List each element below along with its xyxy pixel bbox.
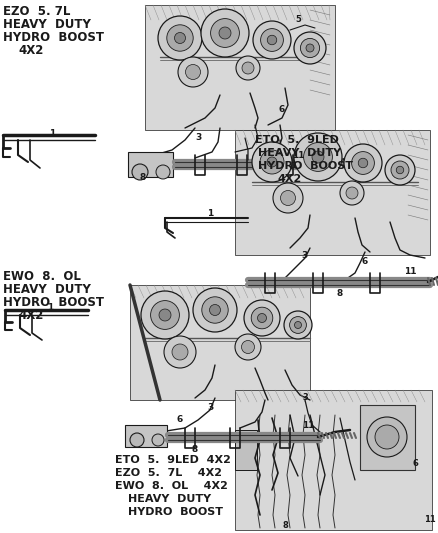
- Circle shape: [385, 155, 415, 185]
- Circle shape: [312, 151, 324, 163]
- Circle shape: [219, 27, 231, 39]
- Circle shape: [284, 311, 312, 339]
- Text: ETO  5.  9LED  4X2: ETO 5. 9LED 4X2: [115, 455, 231, 465]
- Circle shape: [151, 301, 180, 329]
- Bar: [360, 405, 415, 470]
- Bar: [125, 425, 167, 447]
- Text: 6: 6: [279, 106, 285, 115]
- Circle shape: [375, 425, 399, 449]
- Circle shape: [273, 183, 303, 213]
- Text: 3: 3: [195, 133, 201, 141]
- Text: HYDRO  BOOST: HYDRO BOOST: [3, 296, 104, 309]
- Circle shape: [130, 433, 144, 447]
- Circle shape: [159, 309, 171, 321]
- Circle shape: [152, 434, 164, 446]
- Text: EZO  5.  7L    4X2: EZO 5. 7L 4X2: [115, 468, 222, 478]
- Text: HYDRO  BOOST: HYDRO BOOST: [258, 161, 353, 171]
- Circle shape: [236, 56, 260, 80]
- Circle shape: [304, 143, 332, 172]
- Text: HEAVY  DUTY: HEAVY DUTY: [3, 283, 91, 296]
- Text: 3: 3: [302, 251, 308, 260]
- Circle shape: [358, 158, 368, 168]
- Bar: [235, 130, 430, 255]
- Circle shape: [294, 321, 301, 328]
- Text: HEAVY  DUTY: HEAVY DUTY: [3, 18, 91, 31]
- Text: 8: 8: [192, 446, 198, 455]
- Text: HYDRO  BOOST: HYDRO BOOST: [3, 31, 104, 44]
- Text: 8: 8: [337, 288, 343, 297]
- Bar: [128, 152, 173, 177]
- Text: HEAVY  DUTY: HEAVY DUTY: [128, 494, 211, 504]
- Circle shape: [267, 157, 277, 167]
- Text: HEAVY  DUTY: HEAVY DUTY: [258, 148, 341, 158]
- Text: 3: 3: [207, 403, 213, 413]
- Text: 1: 1: [49, 128, 55, 138]
- Circle shape: [294, 133, 342, 181]
- Circle shape: [202, 297, 228, 323]
- Text: 8: 8: [282, 521, 288, 529]
- Text: 4X2: 4X2: [18, 44, 43, 57]
- Text: 1: 1: [47, 303, 53, 312]
- Circle shape: [209, 304, 220, 316]
- Circle shape: [294, 32, 326, 64]
- Text: 4X2: 4X2: [278, 174, 302, 184]
- Text: 5: 5: [295, 15, 301, 25]
- Circle shape: [346, 187, 358, 199]
- Bar: [130, 285, 310, 400]
- Text: 3: 3: [302, 393, 308, 402]
- Circle shape: [174, 33, 186, 44]
- Circle shape: [244, 300, 280, 336]
- Text: EWO  8.  OL    4X2: EWO 8. OL 4X2: [115, 481, 228, 491]
- Circle shape: [141, 291, 189, 339]
- Circle shape: [167, 25, 193, 51]
- Text: 11: 11: [292, 150, 304, 159]
- Circle shape: [251, 307, 273, 329]
- Circle shape: [253, 21, 291, 59]
- Circle shape: [235, 334, 261, 360]
- Circle shape: [211, 19, 240, 47]
- Text: 11: 11: [302, 421, 314, 430]
- Circle shape: [172, 344, 188, 360]
- Text: ETO  5.  9LED: ETO 5. 9LED: [255, 135, 339, 145]
- Circle shape: [252, 142, 292, 182]
- Bar: [145, 5, 335, 130]
- Circle shape: [280, 190, 296, 206]
- Circle shape: [156, 165, 170, 179]
- Text: 1: 1: [207, 208, 213, 217]
- Text: 6: 6: [177, 416, 183, 424]
- Bar: [235, 430, 257, 470]
- Circle shape: [242, 62, 254, 74]
- Circle shape: [352, 151, 374, 174]
- Text: 4X2: 4X2: [18, 309, 43, 322]
- Text: 11: 11: [404, 268, 416, 277]
- Circle shape: [193, 288, 237, 332]
- Text: 11: 11: [424, 515, 436, 524]
- Circle shape: [367, 417, 407, 457]
- Circle shape: [261, 29, 283, 51]
- Circle shape: [344, 144, 382, 182]
- Circle shape: [267, 35, 277, 45]
- Circle shape: [186, 64, 201, 79]
- Circle shape: [306, 44, 314, 52]
- Text: EWO  8.  OL: EWO 8. OL: [3, 270, 81, 283]
- Text: HYDRO  BOOST: HYDRO BOOST: [128, 507, 223, 517]
- Circle shape: [300, 38, 320, 58]
- Circle shape: [396, 166, 404, 174]
- Bar: [235, 390, 432, 530]
- Circle shape: [158, 16, 202, 60]
- Text: 6: 6: [362, 257, 368, 266]
- Circle shape: [132, 164, 148, 180]
- Circle shape: [164, 336, 196, 368]
- Text: EZO  5. 7L: EZO 5. 7L: [3, 5, 71, 18]
- Circle shape: [290, 317, 307, 334]
- Circle shape: [260, 150, 284, 174]
- Circle shape: [178, 57, 208, 87]
- Text: 8: 8: [140, 173, 146, 182]
- Circle shape: [258, 313, 266, 322]
- Circle shape: [241, 341, 254, 353]
- Text: 6: 6: [412, 458, 418, 467]
- Circle shape: [201, 9, 249, 57]
- Circle shape: [391, 161, 409, 179]
- Circle shape: [340, 181, 364, 205]
